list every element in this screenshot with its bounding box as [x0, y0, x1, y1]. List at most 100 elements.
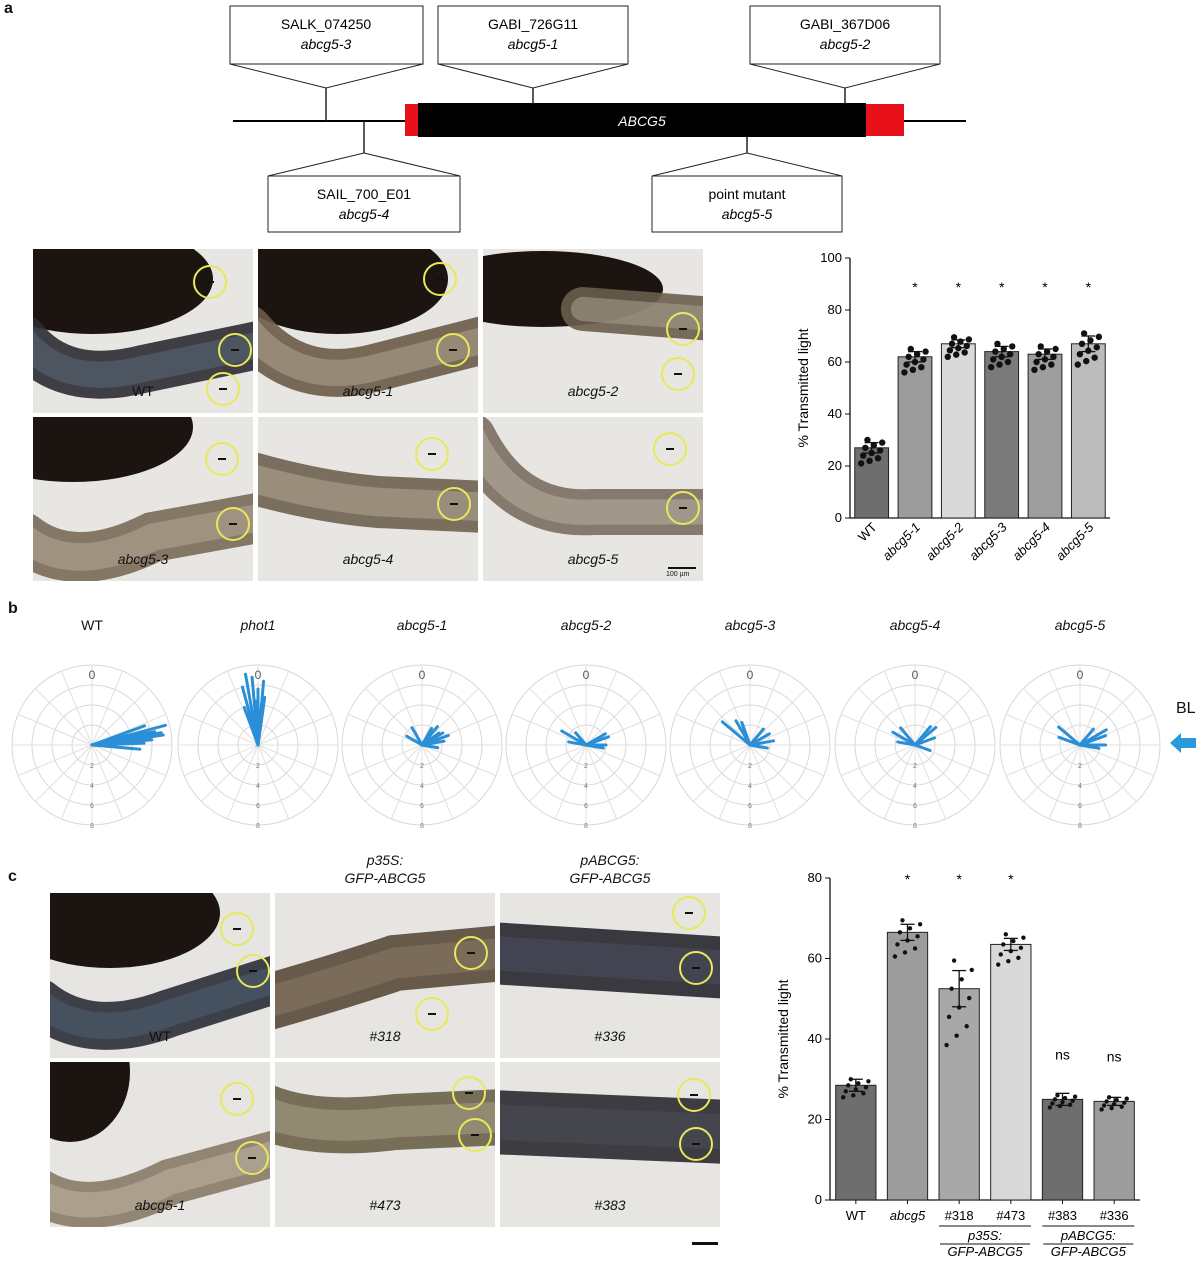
data-point	[996, 361, 1003, 368]
data-point	[1091, 354, 1098, 361]
data-point	[1095, 333, 1103, 341]
blue-light-arrow-icon	[1170, 733, 1196, 753]
data-point	[1004, 358, 1012, 366]
data-point	[846, 1083, 851, 1088]
measurement-circle	[205, 442, 239, 476]
polar-spoke	[914, 744, 947, 820]
significance-label: ns	[1055, 1046, 1070, 1062]
root-image	[258, 249, 478, 397]
polar-spoke	[201, 688, 259, 746]
root-image	[483, 417, 703, 536]
measurement-circle	[454, 936, 488, 970]
data-point	[1057, 1103, 1063, 1109]
data-point	[879, 439, 886, 446]
polar-spoke	[347, 713, 423, 746]
y-axis-label: % Transmitted light	[795, 328, 811, 447]
svg-text:abcg5-3: abcg5-3	[301, 36, 352, 52]
data-point	[918, 364, 925, 371]
data-point	[866, 1079, 871, 1084]
polar-title: abcg5-5	[1054, 617, 1106, 633]
data-point	[1021, 935, 1026, 940]
bar-WT	[854, 447, 890, 519]
significance-label: *	[1042, 279, 1048, 295]
column-header: p35S: GFP-ABCG5	[344, 852, 426, 886]
polar-spoke	[1079, 744, 1137, 802]
group-label: p35S:	[967, 1228, 1002, 1243]
polar-plot: 0 2 4 6 8	[669, 664, 831, 830]
data-point	[1070, 1098, 1075, 1103]
data-point	[900, 918, 905, 923]
micrograph-label: #318	[369, 1028, 401, 1044]
data-point	[948, 340, 956, 347]
allele-callout-abcg5-4: SAIL_700_E01 abcg5-4	[267, 121, 461, 233]
growth-vector	[913, 736, 937, 747]
measurement-circle	[458, 1118, 492, 1152]
category-label: abcg5-2	[923, 519, 967, 563]
polar-plot: 0 2 4 6 8	[177, 664, 339, 830]
micrograph-label: WT	[132, 383, 154, 399]
polar-spoke	[840, 744, 916, 777]
data-point	[1093, 344, 1100, 351]
measurement-circle	[220, 1082, 254, 1116]
group-label: GFP-ABCG5	[1051, 1244, 1127, 1259]
y-tick-label: 60	[808, 951, 822, 966]
data-point	[1006, 351, 1014, 358]
data-point	[1050, 1101, 1055, 1106]
polar-zero-label: 0	[747, 668, 754, 682]
category-label: abcg5	[890, 1208, 926, 1223]
category-label: #318	[945, 1208, 974, 1223]
micrograph-label: abcg5-1	[342, 383, 394, 399]
polar-radial-tick: 8	[256, 823, 260, 830]
data-point	[1062, 1095, 1068, 1101]
allele-callout-abcg5-3: SALK_074250 abcg5-3	[229, 5, 424, 121]
polar-radial-tick: 6	[90, 803, 94, 810]
growth-vector	[420, 743, 440, 750]
root-image	[275, 1085, 495, 1154]
polar-plot: 0 2 4 6 8	[999, 664, 1161, 830]
measurement-circle	[666, 312, 700, 346]
y-tick-label: 0	[815, 1192, 822, 1207]
root-image	[33, 417, 253, 581]
growth-vector	[748, 743, 769, 750]
data-point	[950, 334, 958, 341]
data-point	[1122, 1100, 1127, 1105]
polar-spoke	[257, 670, 290, 746]
growth-vector	[574, 731, 588, 747]
bar-abcg5-1	[897, 356, 933, 519]
bar-#336	[1093, 1100, 1135, 1201]
data-point	[946, 347, 954, 354]
bar-abcg5-5	[1070, 343, 1106, 519]
polar-plot: 0 2 4 6 8	[834, 664, 996, 830]
growth-vector	[1078, 734, 1108, 747]
y-tick-label: 100	[820, 250, 842, 265]
polar-spoke	[390, 670, 423, 746]
data-point	[1047, 1105, 1053, 1110]
polar-radial-tick: 6	[913, 803, 917, 810]
category-label: abcg5-3	[966, 519, 1010, 563]
micrograph-label: abcg5-2	[567, 383, 619, 399]
data-point	[903, 361, 910, 368]
polar-spoke	[749, 744, 825, 777]
polar-radial-tick: 4	[90, 783, 94, 790]
polar-spoke	[421, 744, 454, 820]
polar-spoke	[91, 744, 167, 777]
polar-zero-label: 0	[583, 668, 590, 682]
y-tick-label: 20	[808, 1112, 822, 1127]
growth-vector	[420, 726, 434, 747]
data-point	[841, 1095, 846, 1100]
data-point	[851, 1093, 856, 1098]
data-point	[996, 962, 1001, 967]
polar-zero-label: 0	[89, 668, 96, 682]
polar-spoke	[914, 670, 947, 746]
y-tick-label: 80	[828, 302, 842, 317]
polar-spoke	[585, 744, 643, 802]
data-point	[876, 447, 884, 454]
data-point	[969, 967, 974, 973]
growth-vector	[584, 732, 607, 747]
bar-chart-c: 0 20 40 60 80 % Transmitted light WT * abcg5 * #31…	[775, 870, 1140, 1259]
data-point	[944, 1042, 949, 1048]
micrograph-label: WT	[149, 1028, 171, 1044]
data-point	[917, 922, 923, 927]
bar-#318	[938, 988, 980, 1201]
data-point	[901, 369, 908, 376]
